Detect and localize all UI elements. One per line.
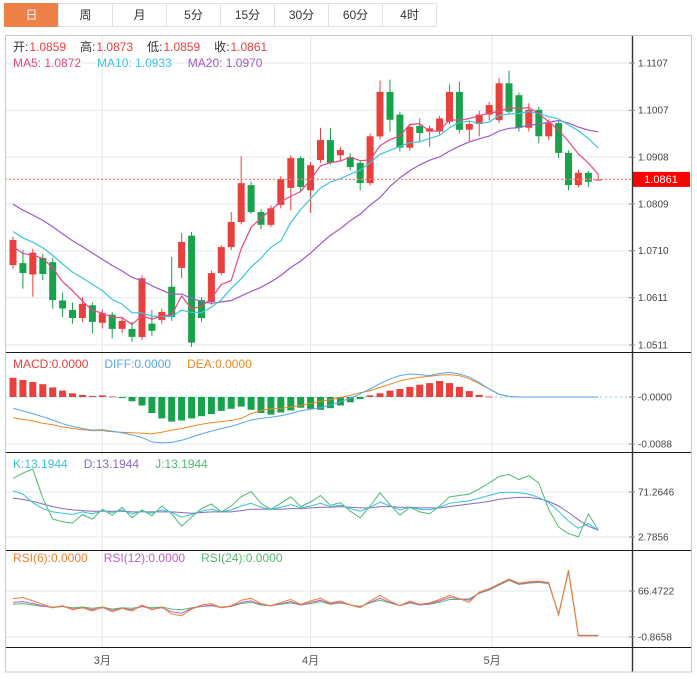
- timeframe-tabs: 日 周 月 5分 15分 30分 60分 4时: [4, 3, 437, 27]
- diff-line: [12, 371, 599, 444]
- kdj-legend: K:13.1944 D:13.1944 J:13.1944: [13, 457, 224, 471]
- rsi6-line: [12, 569, 599, 637]
- month-label: 5月: [484, 655, 501, 667]
- macd-value: MACD:0.0000: [13, 357, 89, 371]
- ma10-line: [12, 110, 599, 318]
- open-label: 开:: [13, 40, 29, 54]
- d-value: D:13.1944: [83, 457, 140, 471]
- rsi6-value: RSI(6):0.0000: [13, 551, 88, 565]
- ma-legend: MA5: 1.0872 MA10: 1.0933 MA20: 1.0970: [13, 56, 278, 70]
- axis-label: 71.2646: [638, 487, 675, 498]
- axis-label: 1.0710: [638, 246, 669, 257]
- rsi12-line: [12, 570, 599, 637]
- ma5-value: MA5: 1.0872: [13, 56, 82, 70]
- axis-label: 1.1007: [638, 106, 669, 117]
- high-value: 1.0873: [96, 40, 134, 54]
- dea-value: DEA:0.0000: [187, 357, 252, 371]
- rsi12-value: RSI(12):0.0000: [103, 551, 186, 565]
- rsi24-value: RSI(24):0.0000: [201, 551, 283, 565]
- tab-4hour[interactable]: 4时: [382, 3, 437, 27]
- axis-label: 1.0908: [638, 153, 669, 164]
- tab-5min[interactable]: 5分: [166, 3, 221, 27]
- tab-60min[interactable]: 60分: [328, 3, 383, 27]
- last-price-badge-text: 1.0861: [644, 174, 678, 186]
- axis-label: 2.7856: [638, 532, 669, 543]
- axis-label: -0.0000: [638, 392, 672, 403]
- tab-month[interactable]: 月: [112, 3, 167, 27]
- low-value: 1.0859: [163, 40, 201, 54]
- rsi-legend: RSI(6):0.0000 RSI(12):0.0000 RSI(24):0.0…: [13, 551, 299, 565]
- ma20-line: [12, 119, 599, 304]
- dea-line: [12, 374, 599, 435]
- k-line: [12, 490, 599, 531]
- d-line: [12, 496, 599, 531]
- k-value: K:13.1944: [13, 457, 68, 471]
- month-label: 4月: [302, 655, 319, 667]
- tab-week[interactable]: 周: [58, 3, 113, 27]
- low-label: 低:: [147, 40, 163, 54]
- axis-label: 1.0611: [638, 293, 668, 304]
- axis-label: 1.0511: [638, 340, 668, 351]
- j-value: J:13.1944: [155, 457, 208, 471]
- macd-histogram: [9, 377, 493, 422]
- axis-label: 66.4722: [638, 586, 675, 597]
- high-label: 高:: [80, 40, 96, 54]
- axis-label: 1.0809: [638, 199, 669, 210]
- axis-label: 1.1107: [638, 58, 668, 69]
- chart-border: [5, 35, 692, 673]
- ma5-line: [12, 106, 599, 326]
- ma20-value: MA20: 1.0970: [187, 56, 263, 70]
- j-line: [12, 468, 599, 538]
- open-value: 1.0859: [29, 40, 67, 54]
- month-label: 3月: [94, 655, 111, 667]
- candlestick-series: [9, 70, 602, 347]
- ma10-value: MA10: 1.0933: [97, 56, 172, 70]
- ohlc-legend: 开: 1.0859 高: 1.0873 低: 1.0859 收: 1.0861: [13, 40, 281, 54]
- rsi24-line: [12, 571, 599, 636]
- close-label: 收:: [214, 40, 230, 54]
- tab-15min[interactable]: 15分: [220, 3, 275, 27]
- diff-value: DIFF:0.0000: [104, 357, 172, 371]
- macd-legend: MACD:0.0000 DIFF:0.0000 DEA:0.0000: [13, 357, 268, 371]
- tab-day[interactable]: 日: [4, 3, 59, 27]
- last-price-badge: [633, 171, 690, 187]
- axis-label: -0.8658: [638, 632, 672, 643]
- close-value: 1.0861: [230, 40, 268, 54]
- axis-label: -0.0088: [638, 439, 672, 450]
- tab-30min[interactable]: 30分: [274, 3, 329, 27]
